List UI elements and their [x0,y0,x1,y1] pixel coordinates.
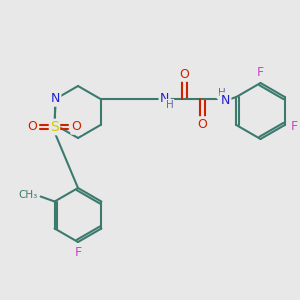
Text: N: N [160,92,169,106]
Text: O: O [28,121,38,134]
Text: N: N [51,92,60,106]
Text: H: H [166,100,173,110]
Text: O: O [71,121,81,134]
Text: F: F [291,121,298,134]
Text: O: O [180,68,190,80]
Text: O: O [198,118,208,130]
Text: F: F [257,67,264,80]
Text: S: S [50,120,59,134]
Text: CH₃: CH₃ [18,190,38,200]
Text: F: F [74,245,82,259]
Text: H: H [218,88,225,98]
Text: N: N [221,94,230,106]
